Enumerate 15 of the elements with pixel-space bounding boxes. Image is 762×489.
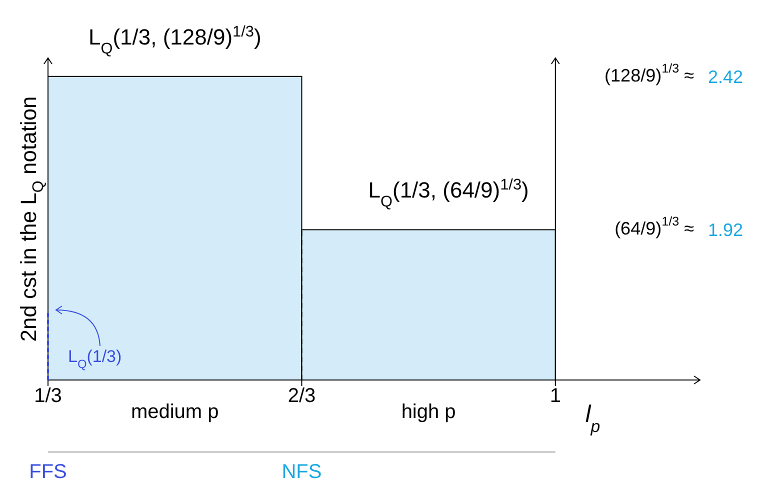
annotation: (128/9)$^{1/3}$ ≈ <box>604 62 694 86</box>
text: high p <box>401 401 456 423</box>
y-tick-label: 1.92 <box>708 220 744 240</box>
x-axis-title: l$_{p}$ <box>585 401 600 436</box>
text: NFS <box>282 461 322 483</box>
annotation: (64/9)$^{1/3}$ ≈ <box>614 215 694 238</box>
x-tick-label: 1 <box>550 385 561 408</box>
text: L$_{Q}$(1/3, (128/9)$^{1/3}$) <box>88 22 262 57</box>
text: FFS <box>29 461 67 483</box>
annotation: L$_{Q}$(1/3, (64/9)$^{1/3}$) <box>368 176 529 210</box>
x-tick-label: 1/3 <box>34 385 62 408</box>
text: medium p <box>130 401 219 423</box>
annotation: L$_{Q}$(1/3) <box>68 347 122 372</box>
x-tick-label: 2/3 <box>288 385 316 408</box>
y-tick-label: 2.42 <box>708 66 744 87</box>
